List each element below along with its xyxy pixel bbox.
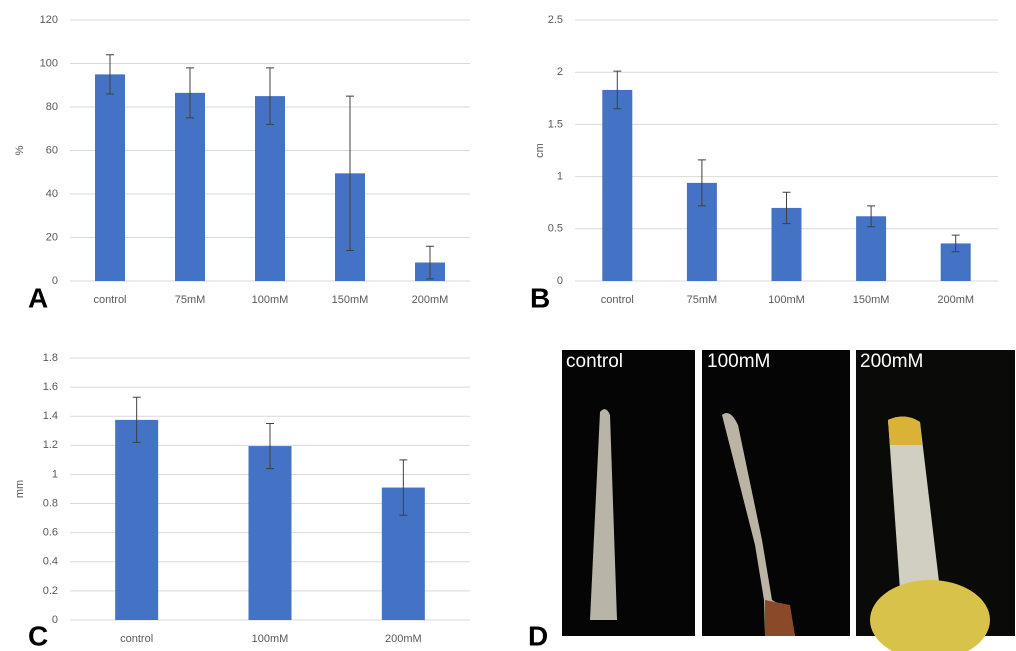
y-tick-label: 0.4 [43,556,58,568]
x-tick-label: 200mM [937,294,974,306]
y-tick-label: 1.8 [43,352,58,364]
y-tick-label: 1.4 [43,410,58,422]
x-tick-label: 200mM [385,633,422,645]
y-tick-label: 0.6 [43,527,58,539]
bar [602,89,633,281]
y-tick-label: 0 [52,614,58,626]
root-image [722,412,795,636]
error-bar [186,67,194,119]
y-tick-label: 2.5 [548,14,563,26]
error-bar [132,396,141,443]
root-tip-image [888,416,922,445]
error-bar [951,234,960,253]
root-image [590,409,617,620]
photo-label: 100mM [707,351,770,372]
error-bar [782,191,791,225]
y-tick-label: 0 [557,275,563,287]
y-axis-label: mm [14,480,26,498]
x-tick-label: 150mM [853,294,890,306]
y-axis-label: % [14,145,26,155]
y-tick-label: 20 [46,231,58,243]
x-tick-label: control [120,633,153,645]
error-bar [399,459,408,516]
x-tick-label: control [601,294,634,306]
error-bar [346,95,354,252]
bar [115,419,159,620]
y-tick-label: 100 [40,57,58,69]
x-tick-label: 200mM [412,294,449,306]
panel-letter: C [28,620,48,651]
panel-letter: A [28,282,48,313]
y-tick-label: 1.6 [43,381,58,393]
y-tick-label: 2 [557,66,563,78]
y-tick-label: 1 [557,171,563,183]
error-bar [266,67,274,125]
error-bar [426,245,434,280]
error-bar [613,70,622,110]
y-axis-label: cm [534,143,546,158]
x-tick-label: 75mM [175,294,206,306]
y-tick-label: 120 [40,14,58,26]
y-tick-label: 0.5 [548,223,563,235]
error-bar [867,205,876,228]
x-tick-label: 150mM [332,294,369,306]
panel-letter: D [528,620,548,651]
y-tick-label: 1 [52,468,58,480]
x-tick-label: 100mM [252,294,289,306]
root-image [888,416,940,590]
y-tick-label: 60 [46,144,58,156]
bar [95,74,125,281]
x-tick-label: 100mM [768,294,805,306]
y-tick-label: 0 [52,275,58,287]
y-tick-label: 0.2 [43,585,58,597]
x-tick-label: 100mM [252,633,289,645]
bar [175,92,205,281]
error-bar [697,159,706,207]
photo-label: 200mM [860,351,923,372]
photo [702,350,850,636]
photo-label: control [566,351,623,372]
y-tick-label: 1.2 [43,439,58,451]
panel-letter: B [530,282,550,313]
seed-image [765,600,795,636]
y-tick-label: 1.5 [548,118,563,130]
photo-panel: control 100mM 200mM D [528,350,1015,651]
y-tick-label: 40 [46,188,58,200]
error-bar [266,423,274,470]
y-tick-label: 0.8 [43,497,58,509]
bar [255,96,285,281]
photo [562,350,695,636]
y-tick-label: 80 [46,101,58,113]
x-tick-label: control [93,294,126,306]
error-bar [106,54,114,95]
x-tick-label: 75mM [687,294,718,306]
bar [248,446,292,620]
seed-image [870,580,990,651]
